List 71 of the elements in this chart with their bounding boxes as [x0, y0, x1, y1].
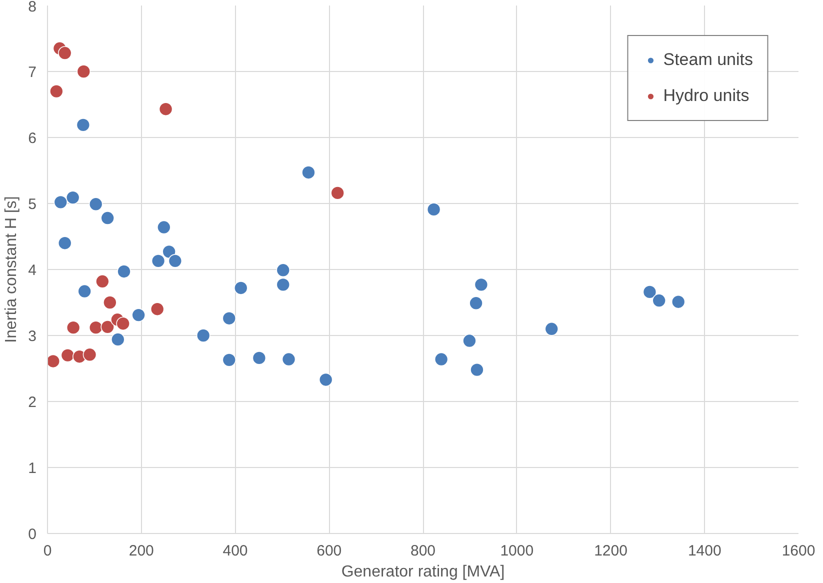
point — [150, 302, 164, 316]
point — [151, 254, 166, 268]
x-tick-label: 1400 — [688, 542, 722, 560]
point — [222, 353, 236, 367]
point — [234, 281, 248, 295]
legend-label: Steam units — [663, 50, 753, 70]
point — [426, 202, 441, 216]
point — [434, 352, 448, 366]
y-tick-label: 4 — [28, 262, 36, 279]
point — [469, 296, 483, 310]
point — [652, 294, 666, 308]
point — [544, 322, 559, 336]
legend-label: Hydro units — [663, 86, 750, 106]
x-axis-title: Generator rating [MVA] — [341, 564, 505, 580]
point — [58, 236, 72, 250]
y-tick-label: 6 — [28, 130, 36, 147]
point — [276, 278, 290, 292]
x-tick-label: 1000 — [500, 542, 534, 560]
point — [222, 311, 236, 326]
point — [58, 46, 72, 60]
point — [96, 274, 110, 288]
point — [462, 334, 476, 348]
point — [158, 102, 173, 116]
point — [76, 118, 90, 132]
point — [157, 220, 171, 234]
point — [196, 328, 210, 342]
x-tick-label: 1200 — [594, 542, 628, 560]
x-tick-label: 1600 — [782, 542, 816, 560]
point — [474, 278, 488, 292]
point — [111, 332, 125, 346]
y-tick-label: 0 — [28, 526, 36, 543]
y-tick-label: 8 — [28, 0, 36, 16]
y-tick-label: 1 — [28, 460, 36, 477]
point — [78, 284, 92, 298]
point — [168, 254, 182, 268]
point — [330, 186, 344, 200]
point — [76, 64, 91, 78]
point — [162, 244, 176, 259]
point — [54, 195, 68, 210]
x-tick-label: 800 — [410, 542, 436, 560]
point — [66, 190, 80, 204]
point — [117, 264, 131, 278]
point — [132, 308, 146, 322]
x-tick-label: 400 — [222, 542, 248, 560]
point — [302, 166, 316, 180]
point — [276, 263, 290, 278]
y-tick-label: 3 — [28, 328, 36, 345]
y-axis-title: Inertia constant H [s] — [3, 196, 20, 343]
y-tick-label: 2 — [28, 394, 36, 411]
point — [50, 84, 64, 98]
point — [470, 362, 484, 377]
point — [100, 211, 114, 225]
point — [282, 352, 296, 366]
y-tick-label: 7 — [28, 64, 36, 81]
point — [82, 348, 97, 362]
point — [48, 354, 60, 368]
point — [116, 316, 130, 331]
point — [103, 296, 117, 310]
point — [60, 348, 75, 362]
x-tick-label: 600 — [316, 542, 342, 560]
x-tick-label: 200 — [128, 542, 154, 560]
point — [88, 320, 103, 334]
point — [252, 351, 266, 365]
point — [671, 294, 686, 309]
point — [318, 372, 333, 387]
x-tick-label: 0 — [43, 542, 52, 560]
y-tick-label: 5 — [28, 196, 36, 213]
point — [642, 285, 657, 299]
point — [66, 320, 80, 334]
point — [88, 197, 103, 212]
point — [100, 320, 114, 334]
